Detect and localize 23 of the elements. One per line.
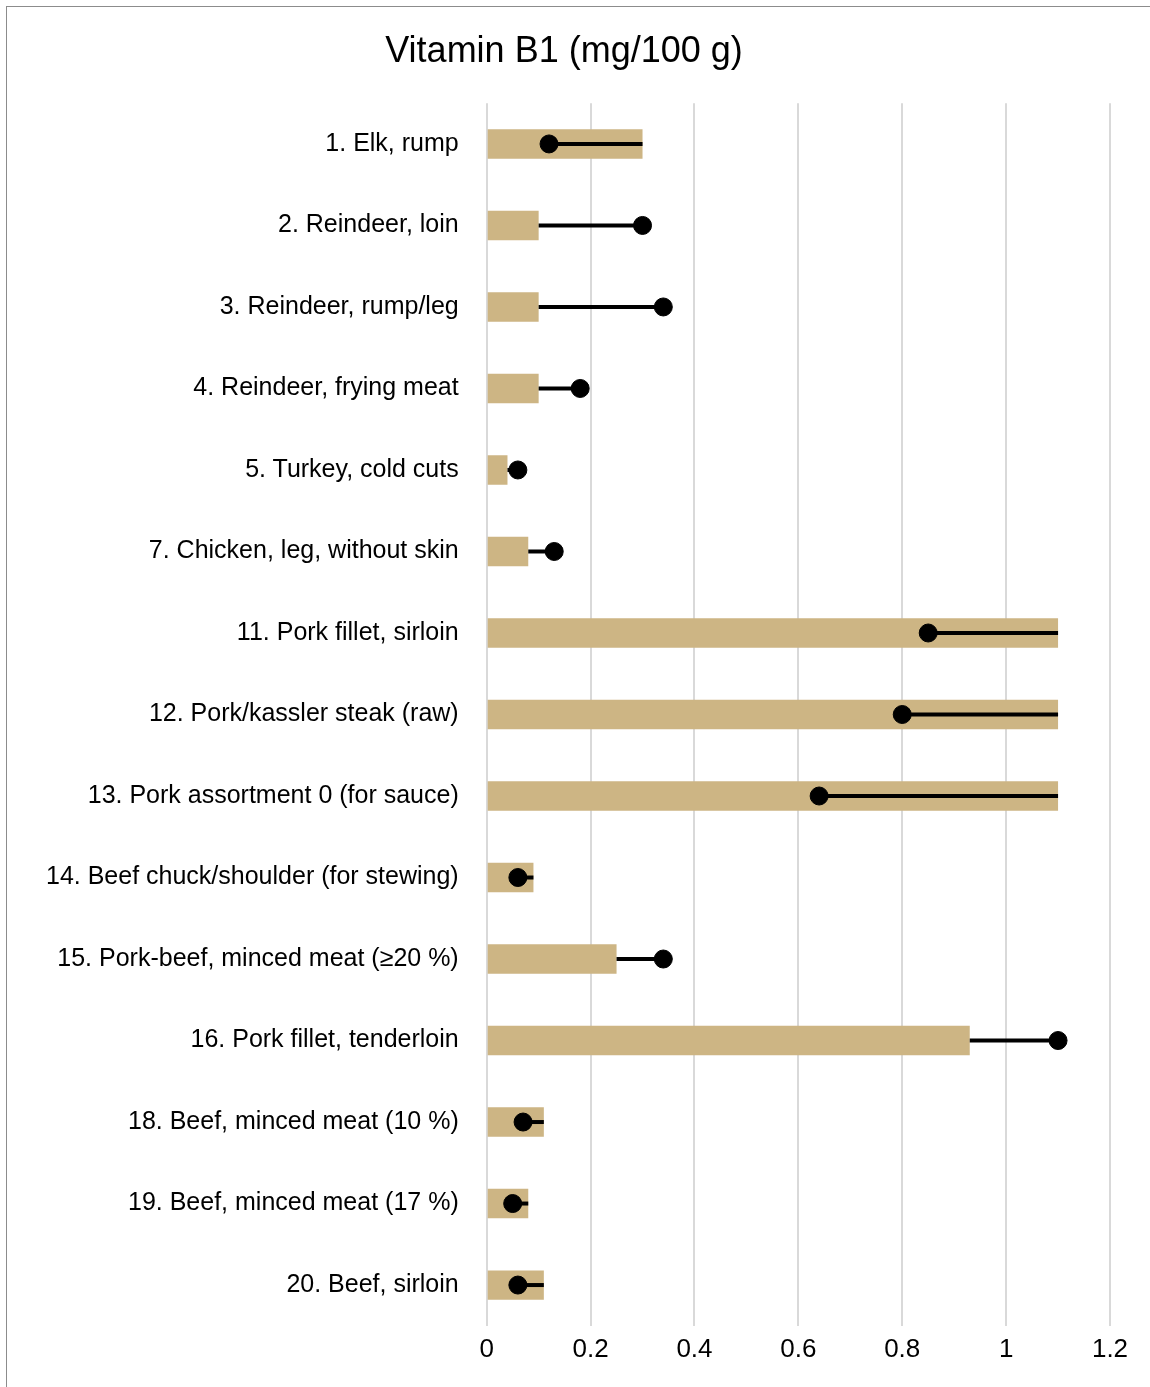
y-tick-label: 20. Beef, sirloin bbox=[286, 1268, 459, 1297]
y-tick-label: 19. Beef, minced meat (17 %) bbox=[127, 1187, 459, 1216]
y-tick-label: 5. Turkey, cold cuts bbox=[245, 453, 459, 482]
x-tick-label: 1.2 bbox=[1091, 1332, 1129, 1363]
y-tick-label: 11. Pork fillet, sirloin bbox=[236, 616, 459, 645]
y-tick-label: 15. Pork-beef, minced meat (≥20 %) bbox=[57, 942, 459, 971]
y-tick-label: 18. Beef, minced meat (10 %) bbox=[127, 1105, 459, 1134]
x-tick-label: 0.2 bbox=[572, 1332, 609, 1363]
x-tick-label: 1 bbox=[998, 1332, 1014, 1363]
x-tick-label: 0.6 bbox=[780, 1332, 817, 1363]
x-tick-label: 0.8 bbox=[884, 1332, 921, 1363]
x-tick-label: 0 bbox=[479, 1332, 494, 1363]
y-tick-label: 2. Reindeer, loin bbox=[278, 209, 459, 238]
y-tick-label: 13. Pork assortment 0 (for sauce) bbox=[87, 779, 459, 808]
chart-title: Vitamin B1 (mg/100 g) bbox=[385, 28, 743, 70]
y-tick-label: 4. Reindeer, frying meat bbox=[193, 372, 459, 401]
y-tick-label: 1. Elk, rump bbox=[325, 127, 459, 156]
x-tick-label: 0.4 bbox=[676, 1332, 713, 1363]
y-tick-label: 12. Pork/kassler steak (raw) bbox=[148, 698, 459, 727]
y-tick-label: 16. Pork fillet, tenderloin bbox=[190, 1024, 459, 1053]
y-tick-label: 14. Beef chuck/shoulder (for stewing) bbox=[45, 861, 459, 890]
y-tick-label: 3. Reindeer, rump/leg bbox=[219, 290, 459, 319]
y-tick-label: 7. Chicken, leg, without skin bbox=[148, 535, 459, 564]
